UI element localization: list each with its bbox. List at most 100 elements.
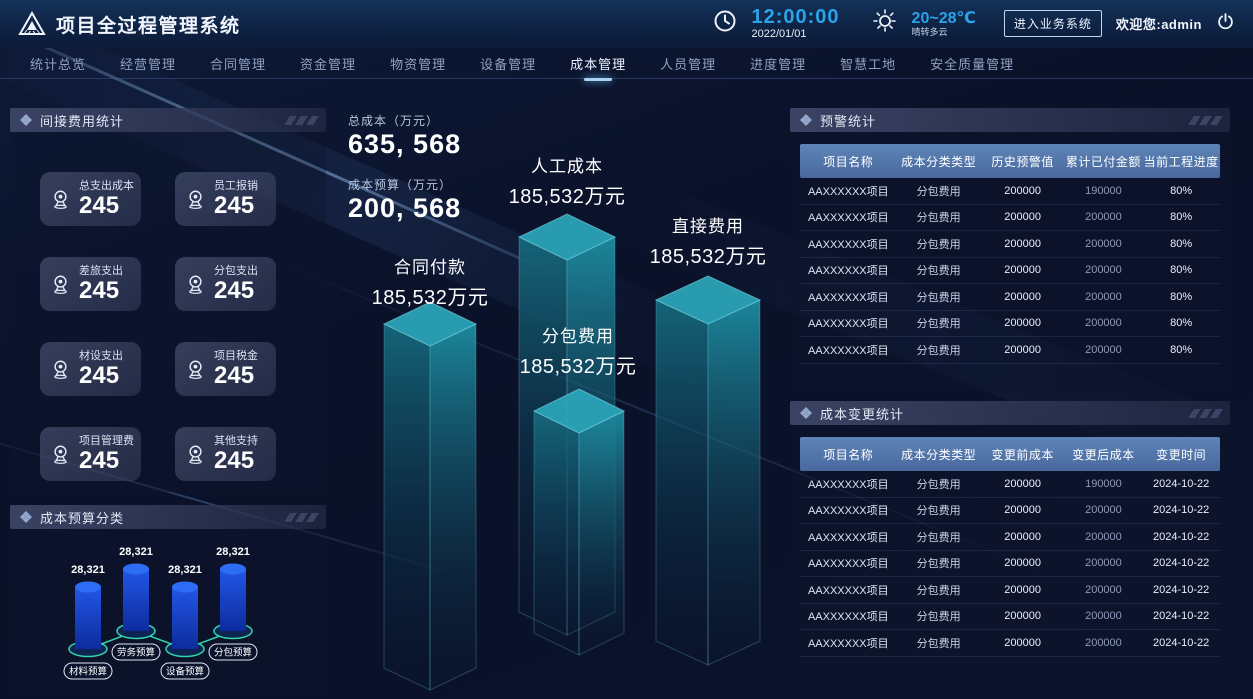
- nav-tab-progress[interactable]: 进度管理: [750, 56, 807, 72]
- column-header: 成本分类类型: [901, 154, 977, 169]
- bar-value: 28,321: [71, 564, 105, 576]
- stat-card: 分包支出 245: [175, 257, 276, 311]
- welcome-text: 欢迎您:admin: [1115, 17, 1202, 33]
- cell-progress: 80%: [1170, 184, 1193, 197]
- stat-card: 差旅支出 245: [40, 257, 141, 311]
- power-icon[interactable]: [1216, 12, 1235, 36]
- column-header: 当前工程进度: [1143, 154, 1219, 169]
- cell-after-cost: 200000: [1085, 504, 1122, 517]
- cell-paid: 200000: [1085, 343, 1122, 356]
- stat-value: 245: [79, 362, 120, 389]
- cell-change-date: 2024-10-22: [1152, 610, 1210, 623]
- bar-label-labor-cost: 人工成本 185,532万元: [474, 152, 660, 209]
- nav-tab-smart-site[interactable]: 智慧工地: [840, 56, 897, 72]
- panel-title: 成本预算分类: [40, 510, 125, 526]
- table-row: AAXXXXXX项目 分包费用 200000 200000 80%: [800, 311, 1220, 337]
- cell-progress: 80%: [1170, 211, 1193, 224]
- table-row: AAXXXXXX项目 分包费用 200000 200000 2024-10-22: [800, 577, 1220, 604]
- clock-display: 12:00:00 2022/01/01: [751, 7, 839, 41]
- diamond-icon: [20, 511, 32, 523]
- cell-progress: 80%: [1170, 317, 1193, 330]
- cell-cost-type: 分包费用: [916, 212, 961, 225]
- cell-project: AAXXXXXX项目: [807, 584, 889, 597]
- panel-deco: [1188, 115, 1223, 125]
- budget-cylinder-chart: 28,321 28,321 28,321 28,321 材料预算 劳务预算 设备…: [63, 546, 258, 680]
- nav-tab-contract[interactable]: 合同管理: [210, 56, 267, 72]
- cell-progress: 80%: [1170, 290, 1193, 303]
- panel-header: 成本预算分类: [10, 505, 326, 529]
- panel-deco: [1188, 408, 1223, 418]
- indirect-expense-panel: 间接费用统计 总支出成本 245 员工报销 245 差旅支出 245 分包支出 245: [10, 108, 326, 492]
- cell-change-date: 2024-10-22: [1152, 477, 1210, 490]
- nav-tab-safety-quality[interactable]: 安全质量管理: [930, 56, 1015, 72]
- bar-name: 合同付款: [394, 258, 466, 277]
- table-row: AAXXXXXX项目 分包费用 200000 190000 2024-10-22: [800, 471, 1220, 498]
- bar-category-labels: 材料预算 劳务预算 设备预算 分包预算: [63, 643, 258, 680]
- cell-paid: 190000: [1085, 184, 1122, 197]
- cell-project: AAXXXXXX项目: [807, 558, 889, 571]
- stat-value: 245: [214, 447, 255, 474]
- stat-value: 245: [214, 362, 255, 389]
- time-text: 12:00:00: [751, 6, 840, 29]
- cell-threshold: 200000: [1004, 184, 1041, 197]
- stat-label: 总成本（万元）: [348, 114, 440, 128]
- cell-project: AAXXXXXX项目: [807, 238, 889, 251]
- nav-tab-personnel[interactable]: 人员管理: [660, 56, 717, 72]
- table-row: AAXXXXXX项目 分包费用 200000 200000 80%: [800, 205, 1220, 231]
- monitor-pin-icon: [54, 275, 67, 294]
- cell-cost-type: 分包费用: [916, 344, 961, 357]
- prism-bar: [654, 275, 762, 666]
- column-header: 成本分类类型: [901, 447, 977, 462]
- stat-card-grid: 总支出成本 245 员工报销 245 差旅支出 245 分包支出 245 材设支出 245…: [40, 172, 326, 481]
- table-row: AAXXXXXX项目 分包费用 200000 200000 2024-10-22: [800, 630, 1220, 657]
- cell-cost-type: 分包费用: [916, 185, 961, 198]
- stat-label: 项目税金: [214, 349, 258, 362]
- nav-tab-equipment[interactable]: 设备管理: [480, 56, 537, 72]
- panel-deco: [284, 115, 319, 125]
- bar-label-subcontract-cost: 分包费用 185,532万元: [485, 322, 671, 379]
- cell-cost-type: 分包费用: [916, 318, 961, 331]
- cell-change-date: 2024-10-22: [1152, 530, 1210, 543]
- table-row: AAXXXXXX项目 分包费用 200000 190000 80%: [800, 178, 1220, 205]
- column-header: 历史预警值: [991, 154, 1054, 169]
- bar-value: 185,532万元: [508, 186, 626, 208]
- app-header: 项目全过程管理系统 12:00:00 2022/01/01: [0, 0, 1253, 48]
- stat-value: 245: [214, 277, 255, 304]
- nav-tab-overview[interactable]: 统计总览: [30, 56, 87, 72]
- cell-threshold: 200000: [1004, 264, 1041, 277]
- diamond-icon: [800, 407, 812, 419]
- cell-cost-type: 分包费用: [916, 558, 961, 571]
- cell-after-cost: 190000: [1085, 477, 1122, 490]
- cell-before-cost: 200000: [1004, 636, 1041, 649]
- bar-category: 分包预算: [214, 647, 252, 659]
- cell-paid: 200000: [1085, 211, 1122, 224]
- bar-value: 185,532万元: [371, 287, 489, 309]
- cell-progress: 80%: [1170, 237, 1193, 250]
- cell-paid: 200000: [1085, 264, 1122, 277]
- enter-business-system-button[interactable]: 进入业务系统: [1003, 10, 1102, 38]
- stat-label: 员工报销: [214, 179, 258, 192]
- cell-change-date: 2024-10-22: [1152, 583, 1210, 596]
- warning-table: 项目名称 成本分类类型 历史预警值 累计已付金额 当前工程进度 AAXXXXXX…: [800, 144, 1220, 364]
- bar-category: 设备预算: [166, 666, 204, 678]
- nav-tab-operations[interactable]: 经营管理: [120, 56, 177, 72]
- bar-category: 材料预算: [69, 666, 107, 678]
- cell-project: AAXXXXXX项目: [807, 265, 889, 278]
- table-row: AAXXXXXX项目 分包费用 200000 200000 2024-10-22: [800, 551, 1220, 577]
- date-text: 2022/01/01: [751, 28, 807, 41]
- cell-cost-type: 分包费用: [916, 238, 961, 251]
- cell-before-cost: 200000: [1004, 504, 1041, 517]
- bar-label-contract-payment: 合同付款 185,532万元: [337, 253, 523, 310]
- cell-cost-type: 分包费用: [916, 478, 961, 491]
- nav-tab-funds[interactable]: 资金管理: [300, 56, 357, 72]
- nav-tab-materials[interactable]: 物资管理: [390, 56, 447, 72]
- weather-display: 20~28℃ 晴转多云: [912, 10, 976, 38]
- cell-change-date: 2024-10-22: [1152, 557, 1210, 570]
- cell-cost-type: 分包费用: [916, 265, 961, 278]
- cell-project: AAXXXXXX项目: [807, 531, 889, 544]
- panel-title: 间接费用统计: [40, 113, 125, 129]
- nav-tab-cost[interactable]: 成本管理: [570, 54, 626, 73]
- stat-label: 项目管理费: [79, 434, 134, 447]
- panel-deco: [284, 512, 319, 522]
